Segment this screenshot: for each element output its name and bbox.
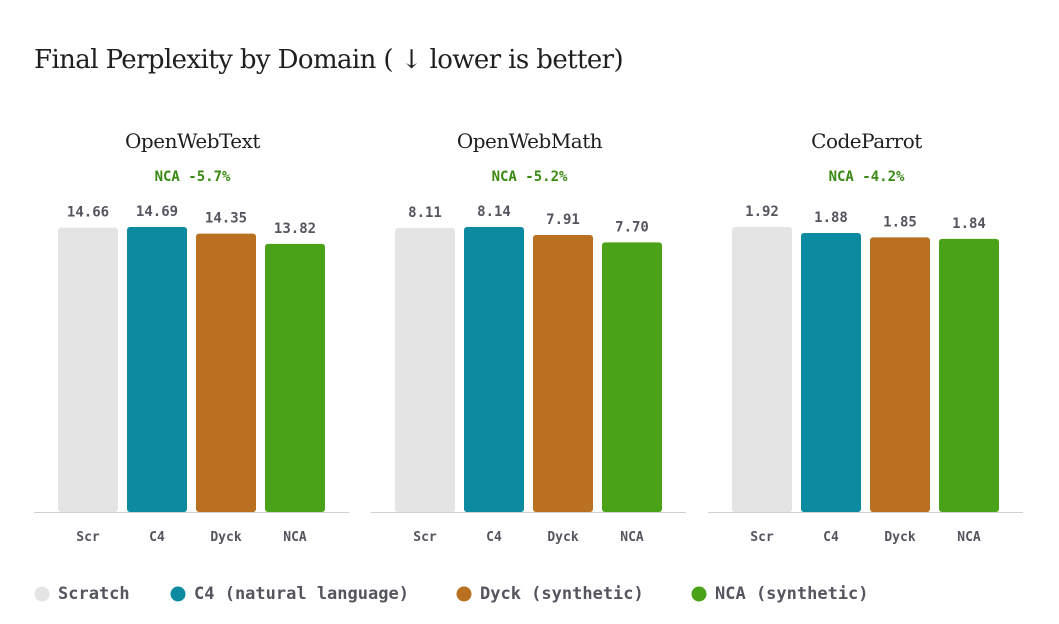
value-label: 1.84 bbox=[952, 216, 986, 232]
legend-item: Scratch bbox=[34, 584, 130, 604]
value-label: 14.66 bbox=[67, 205, 109, 221]
value-label: 14.69 bbox=[136, 204, 178, 220]
tick-label: Dyck bbox=[210, 530, 241, 545]
legend-label: C4 (natural language) bbox=[194, 584, 409, 604]
panel-title: OpenWebText bbox=[125, 129, 260, 153]
tick-label: C4 bbox=[823, 530, 839, 545]
legend-label: Scratch bbox=[58, 584, 130, 604]
legend-label: NCA (synthetic) bbox=[715, 584, 869, 604]
bar-dyck bbox=[533, 235, 593, 512]
value-label: 8.14 bbox=[477, 204, 511, 220]
value-label: 1.85 bbox=[883, 214, 917, 230]
panel-openwebmath: OpenWebMath NCA -5.2% 8.11 Scr 8.14 C4 7.91 Dyc… bbox=[371, 129, 686, 545]
bar-nca bbox=[602, 242, 662, 513]
bar-nca bbox=[939, 238, 999, 512]
tick-label: NCA bbox=[957, 530, 981, 545]
legend: Scratch C4 (natural language) Dyck (synthe… bbox=[34, 584, 869, 604]
legend-swatch bbox=[456, 586, 472, 602]
chart-title: Final Perplexity by Domain ( ↓ lower is … bbox=[34, 45, 623, 75]
bar-nca bbox=[265, 243, 325, 512]
value-label: 7.91 bbox=[546, 212, 580, 228]
legend-item: Dyck (synthetic) bbox=[456, 584, 644, 604]
tick-label: Scr bbox=[413, 530, 437, 545]
tick-label: NCA bbox=[283, 530, 307, 545]
bar-scr bbox=[732, 227, 792, 512]
delta-label: NCA -4.2% bbox=[829, 169, 905, 185]
legend-swatch bbox=[691, 586, 707, 602]
tick-label: C4 bbox=[149, 530, 165, 545]
bar-c4 bbox=[127, 227, 187, 512]
tick-label: Dyck bbox=[547, 530, 578, 545]
bar-dyck bbox=[870, 237, 930, 512]
tick-label: NCA bbox=[620, 530, 644, 545]
bar-scr bbox=[395, 228, 455, 513]
panel-codeparrot: CodeParrot NCA -4.2% 1.92 Scr 1.88 C4 1.85 Dyck… bbox=[708, 129, 1023, 545]
tick-label: C4 bbox=[486, 530, 502, 545]
bar-scr bbox=[58, 227, 118, 512]
bar-dyck bbox=[196, 233, 256, 513]
tick-label: Dyck bbox=[884, 530, 915, 545]
bar-c4 bbox=[464, 227, 524, 512]
legend-item: NCA (synthetic) bbox=[691, 584, 869, 604]
value-label: 13.82 bbox=[274, 221, 316, 237]
legend-label: Dyck (synthetic) bbox=[480, 584, 644, 604]
legend-item: C4 (natural language) bbox=[170, 584, 409, 604]
panel-openwebtext: OpenWebText NCA -5.7% 14.66 Scr 14.69 C4 14.35… bbox=[34, 129, 349, 545]
delta-label: NCA -5.7% bbox=[155, 169, 231, 185]
panels: OpenWebText NCA -5.7% 14.66 Scr 14.69 C4 14.35… bbox=[34, 129, 1023, 545]
legend-swatch bbox=[170, 586, 186, 602]
value-label: 1.92 bbox=[745, 204, 779, 220]
bar-c4 bbox=[801, 232, 861, 512]
value-label: 7.70 bbox=[615, 219, 649, 235]
value-label: 14.35 bbox=[205, 211, 247, 227]
value-label: 1.88 bbox=[814, 210, 848, 226]
panel-title: CodeParrot bbox=[811, 129, 922, 153]
tick-label: Scr bbox=[76, 530, 100, 545]
delta-label: NCA -5.2% bbox=[492, 169, 568, 185]
legend-swatch bbox=[34, 586, 50, 602]
tick-label: Scr bbox=[750, 530, 774, 545]
value-label: 8.11 bbox=[408, 205, 442, 221]
panel-title: OpenWebMath bbox=[457, 129, 603, 153]
